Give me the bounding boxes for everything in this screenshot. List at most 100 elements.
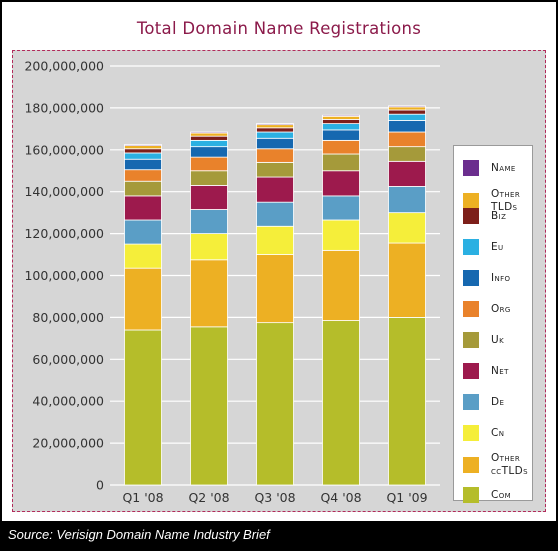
legend-label: Net — [491, 365, 509, 377]
legend-swatch — [463, 394, 479, 410]
bar-segment — [388, 212, 426, 244]
legend-swatch — [463, 239, 479, 255]
y-tick-label: 120,000,000 — [24, 226, 104, 241]
bar-segment — [124, 152, 162, 160]
bar-segment — [190, 131, 228, 134]
chart-title: Total Domain Name Registrations — [136, 19, 422, 38]
bar-segment — [322, 195, 360, 221]
y-tick-label: 80,000,000 — [32, 310, 104, 325]
y-tick-label: 160,000,000 — [24, 142, 104, 157]
bar-segment — [124, 219, 162, 245]
y-tick-label: 180,000,000 — [24, 100, 104, 115]
legend-label: Other ccTLDs — [491, 452, 528, 477]
bar-segment — [124, 180, 162, 197]
legend-swatch — [463, 332, 479, 348]
x-tick-label: Q2 '08 — [188, 490, 229, 505]
y-tick-label: 100,000,000 — [24, 268, 104, 283]
bar-segment — [322, 153, 360, 172]
bar-segment — [190, 170, 228, 186]
bar-segment — [388, 131, 426, 148]
bar-segment — [388, 186, 426, 214]
bar-segment — [124, 243, 162, 269]
bar-segment — [322, 119, 360, 125]
legend-label: Biz — [491, 210, 507, 222]
y-tick-label: 60,000,000 — [32, 352, 104, 367]
bar-segment — [388, 242, 426, 318]
bar-segment — [322, 170, 360, 197]
legend-label: Cn — [491, 427, 505, 439]
bar-segment — [190, 185, 228, 210]
bar-segment — [256, 131, 294, 139]
legend-swatch — [463, 208, 479, 224]
bar-segment — [322, 249, 360, 321]
bar-segment — [388, 105, 426, 108]
legend-swatch — [463, 193, 479, 209]
bar-segment — [256, 176, 294, 203]
bar-segment — [190, 259, 228, 328]
bar-segment — [256, 127, 294, 133]
y-tick-label: 140,000,000 — [24, 184, 104, 199]
bar-segment — [256, 124, 294, 129]
legend-swatch — [463, 160, 479, 176]
y-tick-label: 20,000,000 — [32, 436, 104, 451]
bar-segment — [322, 123, 360, 131]
legend-label: Org — [491, 303, 511, 315]
bar-segment — [256, 225, 294, 255]
bar-segment — [388, 113, 426, 121]
x-tick-label: Q3 '08 — [254, 490, 295, 505]
x-tick-label: Q1 '09 — [386, 490, 427, 505]
legend-label: Uk — [491, 334, 505, 346]
bar-segment — [256, 123, 294, 126]
legend-swatch — [463, 363, 479, 379]
bar-segment — [322, 320, 360, 486]
legend-label: Other TLDs — [491, 188, 521, 213]
bar-segment — [190, 233, 228, 261]
y-tick-label: 200,000,000 — [24, 59, 104, 74]
legend-label: Info — [491, 272, 511, 284]
bar-segment — [322, 219, 360, 251]
legend-label: Com — [491, 489, 512, 501]
bar-segment — [256, 201, 294, 227]
bar-segment — [256, 254, 294, 324]
bar-segment — [256, 148, 294, 163]
bar-segment — [256, 161, 294, 178]
bar-segment — [124, 267, 162, 331]
x-tick-label: Q4 '08 — [320, 490, 361, 505]
bar-segment — [256, 322, 294, 486]
legend-label: Eu — [491, 241, 504, 253]
legend-swatch — [463, 425, 479, 441]
bar-segment — [322, 115, 360, 120]
bar-segment — [388, 120, 426, 133]
legend-swatch — [463, 487, 479, 503]
bar-segment — [124, 195, 162, 221]
bar-segment — [124, 329, 162, 486]
legend-swatch — [463, 301, 479, 317]
legend-swatch — [463, 270, 479, 286]
bar-segment — [124, 169, 162, 182]
bar-segment — [322, 139, 360, 155]
bar-segment — [388, 146, 426, 162]
legend-label: De — [491, 396, 505, 408]
chart-legend: Name Other TLDs Biz Eu Info Org Uk Net De Cn Other c… — [453, 145, 533, 503]
bar-segment — [388, 160, 426, 187]
y-tick-label: 0 — [96, 478, 104, 493]
legend-label: Name — [491, 162, 516, 174]
legend-swatch — [463, 457, 479, 473]
bar-segment — [190, 139, 228, 148]
source-note: Source: Verisign Domain Name Industry Br… — [8, 527, 270, 542]
x-tick-label: Q1 '08 — [122, 490, 163, 505]
y-tick-label: 40,000,000 — [32, 394, 104, 409]
bar-segment — [256, 137, 294, 150]
bar-segment — [322, 129, 360, 141]
bar-segment — [190, 135, 228, 141]
bar-segment — [124, 148, 162, 154]
bar-segment — [190, 156, 228, 172]
chart-plot: 0 20,000,000 40,000,000 60,000,000 80,000,00… — [24, 59, 440, 505]
bar-segment — [190, 132, 228, 137]
chart-card: Total Domain Name Registrations 0 20,000,… — [2, 2, 556, 521]
bar-segment — [190, 326, 228, 486]
bar-segment — [190, 209, 228, 235]
bar-segment — [388, 106, 426, 111]
bar-segment — [322, 114, 360, 117]
bar-segment — [124, 144, 162, 147]
